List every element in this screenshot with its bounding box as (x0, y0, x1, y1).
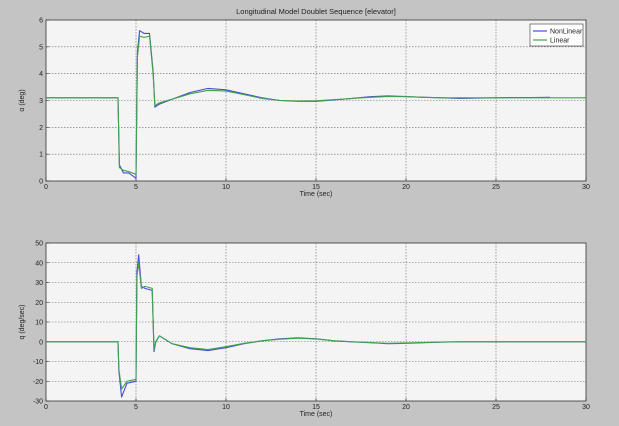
legend-label: Linear (550, 38, 570, 45)
y-tick-label: 0 (39, 179, 43, 186)
q-axes: 0 5 10 15 20 25 30 -30 -20 -10 0 10 20 30 40 50 Time (se… (19, 241, 590, 419)
legend: NonLinear Linear (529, 23, 584, 47)
x-tick-label: 5 (134, 404, 138, 411)
legend-label: NonLinear (550, 29, 583, 36)
y-axis-label: q (deg/sec) (19, 304, 26, 339)
y-tick-label: 4 (39, 71, 43, 78)
y-tick-label: 6 (39, 18, 43, 25)
y-tick-label: 0 (39, 339, 43, 346)
x-tick-label: 30 (582, 184, 590, 191)
x-tick-label: 0 (44, 184, 48, 191)
x-axis-label: Time (sec) (300, 191, 333, 198)
x-tick-label: 0 (44, 404, 48, 411)
x-tick-label: 25 (492, 184, 500, 191)
y-tick-label: 20 (35, 300, 43, 307)
y-tick-label: 40 (35, 260, 43, 267)
x-tick-label: 5 (134, 184, 138, 191)
x-tick-label: 10 (222, 404, 230, 411)
x-axis-label: Time (sec) (300, 411, 333, 418)
y-tick-label: 5 (39, 44, 43, 51)
x-tick-label: 20 (402, 404, 410, 411)
y-tick-label: 2 (39, 125, 43, 132)
x-tick-label: 15 (312, 404, 320, 411)
series-line-linear (46, 35, 586, 175)
series-line-linear (46, 262, 586, 390)
y-tick-label: 1 (39, 152, 43, 159)
x-tick-label: 25 (492, 404, 500, 411)
y-axis-label: α (deg) (19, 89, 26, 111)
x-tick-label: 15 (312, 184, 320, 191)
y-tick-label: 10 (35, 320, 43, 327)
alpha-axes: 0 5 10 15 20 25 30 0 1 2 3 4 5 6 Time (sec) α (deg) (19, 18, 590, 199)
y-tick-label: -20 (33, 379, 43, 386)
y-tick-label: 3 (39, 98, 43, 105)
y-tick-label: -10 (33, 359, 43, 366)
x-tick-label: 10 (222, 184, 230, 191)
x-tick-label: 20 (402, 184, 410, 191)
y-tick-label: 30 (35, 280, 43, 287)
x-tick-label: 30 (582, 404, 590, 411)
y-tick-label: -30 (33, 399, 43, 406)
chart-title: Longitudinal Model Doublet Sequence [ele… (236, 7, 396, 16)
y-tick-label: 50 (35, 241, 43, 248)
